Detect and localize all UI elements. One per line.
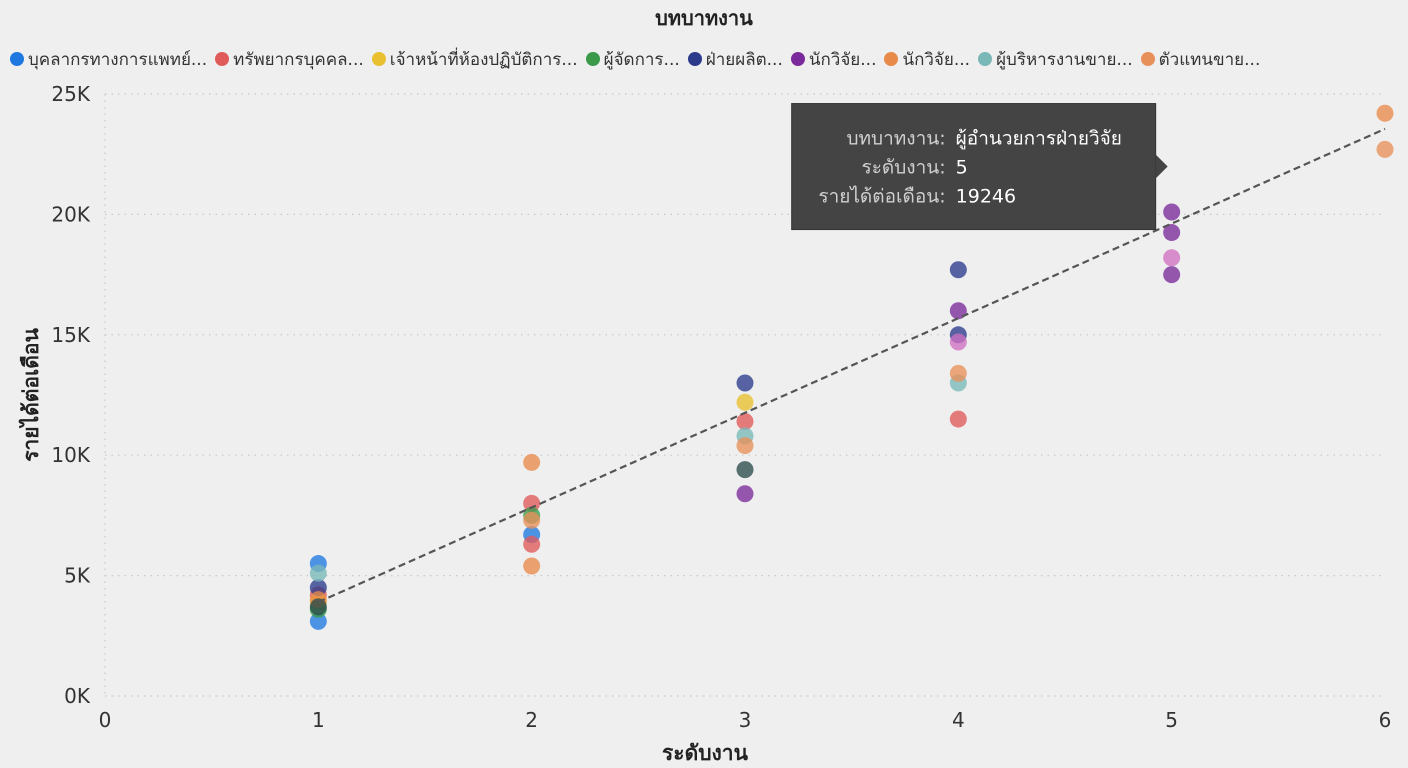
legend-swatch [371,52,386,66]
data-point [1163,203,1181,221]
data-point [309,612,327,630]
data-point [736,485,754,503]
data-point [736,461,754,479]
legend-item[interactable]: บุคลากรทางการแพทย์... [10,46,207,72]
tooltip-value: ผู้อำนวยการฝ่ายวิจัย [956,128,1122,150]
legend-item[interactable]: ฝ่ายผลิต... [687,46,783,72]
legend-item[interactable]: นักวิจัย... [884,46,970,72]
legend-swatch [1140,52,1155,66]
x-tick-label: 0 [99,708,112,732]
legend-label: นักวิจัย... [902,49,971,70]
tooltip-box [791,103,1157,231]
data-point [309,564,327,582]
legend-swatch [978,52,993,66]
legend-label: ทรัพยากรบุคคล... [233,49,364,70]
legend-label: ผู้จัดการ... [603,49,680,70]
data-point [523,557,541,575]
x-tick-label: 1 [312,708,325,732]
data-point [1376,104,1394,122]
legend: บุคลากรทางการแพทย์... ทรัพยากรบุคคล... เจ้… [10,46,1400,72]
legend-item[interactable]: เจ้าหน้าที่ห้องปฏิบัติการ... [371,46,578,72]
data-point [1163,249,1181,267]
legend-swatch [215,52,230,66]
y-tick-label: 15K [51,323,90,347]
tooltip-key: บทบาทงาน: [846,128,945,150]
data-point [949,410,967,428]
data-point [1163,224,1181,242]
legend-label: เจ้าหน้าที่ห้องปฏิบัติการ... [389,49,578,70]
data-point [949,333,967,351]
legend-swatch [790,52,805,66]
legend-label: บุคลากรทางการแพทย์... [28,49,208,70]
data-point [309,579,327,597]
data-point [523,453,541,471]
trend-line [317,127,1386,604]
data-point [736,437,754,455]
x-axis-title: ระดับงาน [662,741,749,765]
y-tick-label: 10K [51,443,90,467]
legend-item[interactable]: ผู้บริหารงานขาย... [978,46,1133,72]
y-tick-label: 20K [51,202,90,226]
x-tick-label: 3 [739,708,752,732]
legend-swatch [585,52,600,66]
data-point [1376,140,1394,158]
legend-item[interactable]: ทรัพยากรบุคคล... [215,46,364,72]
legend-label: ผู้บริหารงานขาย... [996,49,1133,70]
data-point [309,598,327,616]
legend-label: ฝ่ายผลิต... [705,49,783,70]
data-point [736,393,754,411]
legend-title: บทบาทงาน [655,6,753,30]
y-tick-label: 0K [64,684,91,708]
legend-label: นักวิจัย... [808,49,877,70]
tooltip-value: 5 [956,157,968,179]
y-tick-label: 5K [64,564,91,588]
legend-swatch [10,52,24,66]
legend-label: ตัวแทนขาย... [1158,49,1261,70]
data-point [949,261,967,279]
tooltip-pointer [1155,154,1168,179]
legend-item[interactable]: นักวิจัย... [790,46,877,72]
data-point [949,364,967,382]
tooltip-value: 19246 [956,186,1016,208]
x-tick-label: 5 [1165,708,1178,732]
y-tick-label: 25K [51,82,90,106]
data-point [523,494,541,512]
data-point [736,374,754,392]
legend-swatch [687,52,702,66]
legend-swatch [884,52,899,66]
data-point [949,302,967,320]
data-point [523,535,541,553]
data-point [736,412,754,430]
data-point [1163,266,1181,284]
data-point [523,511,541,529]
tooltip-key: รายได้ต่อเดือน: [818,186,945,208]
legend-item[interactable]: ตัวแทนขาย... [1140,46,1261,72]
x-tick-label: 4 [952,708,965,732]
x-tick-label: 6 [1379,708,1392,732]
legend-item[interactable]: ผู้จัดการ... [585,46,680,72]
tooltip-key: ระดับงาน: [862,157,946,179]
y-axis-title: รายได้ต่อเดือน [18,328,43,462]
x-tick-label: 2 [525,708,538,732]
